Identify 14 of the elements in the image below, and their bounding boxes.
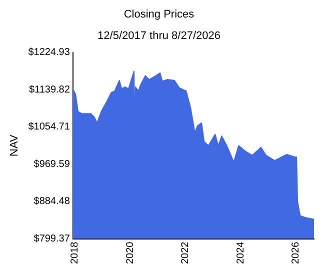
chart-title: Closing Prices (124, 8, 195, 21)
x-tick-label: 2024 (235, 241, 246, 264)
y-tick-label: $1139.82 (28, 84, 70, 96)
x-tick-label: 2022 (180, 241, 192, 264)
chart-subtitle: 12/5/2017 thru 8/27/2026 (98, 30, 220, 42)
y-tick-label: $884.48 (34, 196, 70, 208)
x-tick-label: 2026 (290, 241, 302, 264)
y-tick-label: $969.59 (34, 158, 70, 170)
x-tick-label: 2020 (124, 241, 136, 264)
x-tick-label: 2018 (70, 241, 81, 264)
y-tick-label: $1054.71 (28, 122, 70, 133)
y-tick-label: $799.37 (34, 234, 70, 245)
y-tick-label: $1224.93 (28, 47, 70, 58)
y-axis-title: NAV (8, 134, 21, 156)
